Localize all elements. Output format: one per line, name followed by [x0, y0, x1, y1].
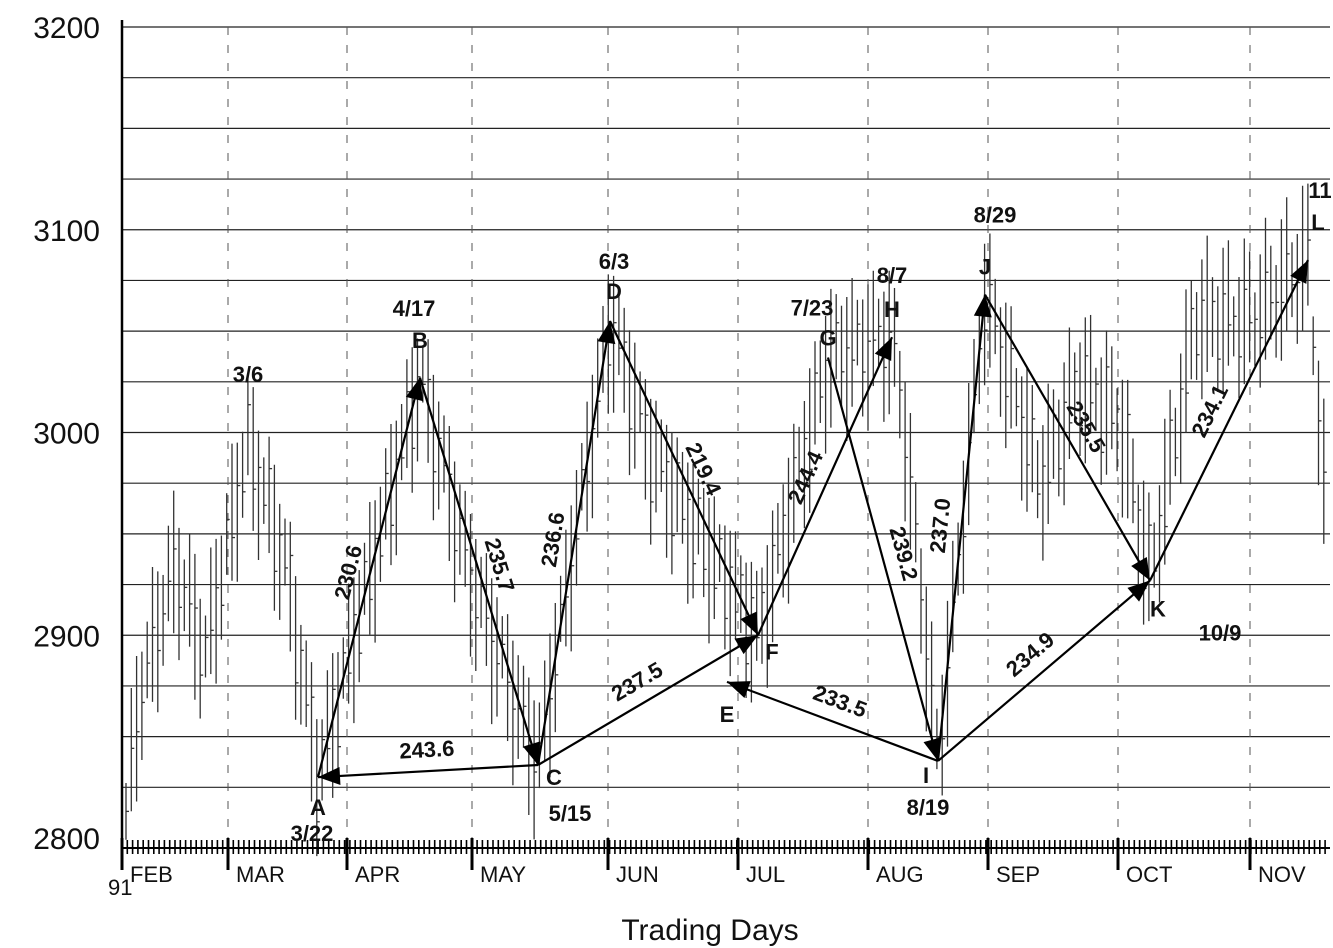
point-letter-G: G — [819, 325, 836, 350]
point-date-J: 8/29 — [974, 203, 1017, 228]
point-letter-C: C — [546, 765, 562, 790]
point-letter-L: L — [1311, 210, 1324, 235]
segment-label: 239.2 — [884, 524, 923, 584]
month-label: MAY — [480, 862, 526, 887]
trend-arrow-line — [536, 320, 612, 766]
month-label: SEP — [996, 862, 1040, 887]
segment-label: 237.5 — [607, 657, 667, 707]
trend-arrow-head — [734, 635, 758, 655]
point-letter-J: J — [979, 255, 991, 280]
trend-arrow-line — [418, 377, 540, 766]
trend-arrow-line — [317, 763, 539, 779]
point-date-I: 8/19 — [907, 795, 950, 820]
point-letter-I: I — [923, 763, 929, 788]
trend-arrow-head — [1290, 260, 1308, 284]
point-date-L: 11 — [1308, 178, 1331, 203]
point-date-D: 6/3 — [599, 249, 630, 274]
y-tick-label: 3000 — [33, 418, 100, 451]
segment-label: 235.7 — [480, 535, 520, 595]
point-letter-H: H — [884, 297, 900, 322]
point-letter-D: D — [606, 279, 622, 304]
trend-arrow-line — [937, 579, 1151, 762]
price-bars — [125, 183, 1327, 857]
segment-label: 236.6 — [536, 510, 569, 568]
month-label: FEB — [130, 862, 173, 887]
trend-arrow-head — [973, 294, 992, 318]
month-label: APR — [355, 862, 400, 887]
axes: FEB MAR APR MAY JUN JUL AUG SEP OCT NOV2800290030… — [33, 12, 1330, 887]
extra-date-label: 3/6 — [233, 362, 264, 387]
trend-arrow-line — [826, 357, 940, 762]
chart-labels: A3/22 B 4/17 C 5/15 D 6/3 E F G 7/23 H 8/7 I 8/19 J 8/29… — [233, 178, 1332, 846]
point-letter-E: E — [720, 702, 735, 727]
y-tick-label: 3100 — [33, 215, 100, 248]
point-date-B: 4/17 — [393, 296, 436, 321]
trend-arrow-head — [874, 337, 892, 361]
trend-arrow-line — [609, 320, 759, 636]
trend-arrow-head — [522, 741, 541, 766]
trend-arrow-line — [316, 377, 422, 778]
point-date-G: 7/23 — [791, 295, 834, 320]
trend-arrow-line — [984, 294, 1151, 582]
month-label: AUG — [876, 862, 924, 887]
trend-arrow-head — [740, 611, 758, 636]
trend-arrow-head — [318, 766, 341, 785]
y-tick-label: 2800 — [33, 823, 100, 856]
month-label: JUN — [616, 862, 659, 887]
trend-arrow-line — [756, 336, 894, 636]
point-date-H: 8/7 — [877, 263, 908, 288]
trend-arrow-head — [597, 320, 616, 345]
trend-arrow-line — [726, 680, 939, 762]
y-tick-label: 2900 — [33, 620, 100, 653]
segment-label: 243.6 — [399, 736, 455, 764]
trend-arrow-head — [405, 377, 424, 402]
segment-label: 230.6 — [329, 542, 367, 602]
year-label: 91 — [108, 875, 132, 900]
trend-arrow-head — [1127, 580, 1150, 602]
month-label: MAR — [236, 862, 285, 887]
y-tick-label: 3200 — [33, 12, 100, 45]
segment-label: 244.4 — [783, 446, 829, 507]
point-letter-A: A — [310, 795, 326, 820]
trend-arrow-line — [1149, 259, 1309, 581]
trend-arrow-head — [923, 737, 941, 761]
point-letter-K: K — [1150, 597, 1166, 622]
point-date-A: 3/22 — [291, 821, 334, 846]
trend-arrow-head — [727, 681, 751, 699]
point-letter-F: F — [765, 639, 778, 664]
point-date-C: 5/15 — [549, 801, 592, 826]
point-date-K: 10/9 — [1199, 621, 1242, 646]
x-axis-title: Trading Days — [621, 914, 798, 947]
month-label: NOV — [1258, 862, 1306, 887]
trend-arrow-line — [936, 294, 987, 762]
trend-arrow-head — [1131, 556, 1150, 581]
month-label: JUL — [746, 862, 785, 887]
point-letter-B: B — [412, 328, 428, 353]
month-label: OCT — [1126, 862, 1172, 887]
trend-arrow-line — [537, 634, 759, 766]
gridlines — [122, 26, 1330, 838]
segment-label: 237.0 — [925, 497, 955, 554]
